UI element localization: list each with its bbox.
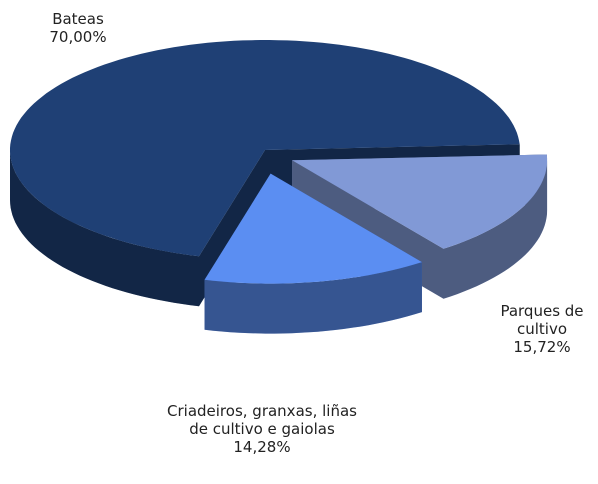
slice-label: Criadeiros, granxas, liñas de cultivo e … — [162, 402, 362, 456]
category-label: Bateas — [52, 10, 104, 28]
slice-label: Bateas 70,00% — [18, 10, 138, 46]
pie-slice — [292, 154, 548, 249]
value-label: 14,28% — [233, 438, 291, 456]
slice-label: Parques de cultivo 15,72% — [484, 302, 598, 356]
slice-side-shade — [10, 150, 199, 307]
slice-side-shade — [204, 262, 422, 334]
slice-side-shade — [443, 160, 548, 299]
category-label: Criadeiros, granxas, liñas de cultivo e … — [167, 402, 357, 438]
value-label: 15,72% — [513, 338, 571, 356]
category-label: Parques de cultivo — [500, 302, 584, 338]
slice-side — [10, 150, 199, 307]
slice-side — [204, 262, 422, 334]
pie-slice — [10, 40, 520, 257]
value-label: 70,00% — [49, 28, 107, 46]
slice-side — [443, 160, 548, 299]
pie-slice — [204, 173, 422, 284]
